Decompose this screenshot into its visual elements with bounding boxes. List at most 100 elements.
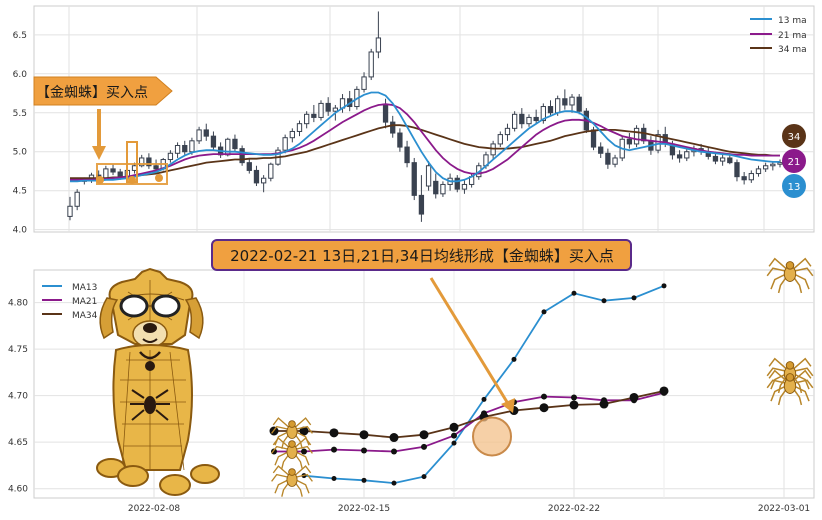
legend-34ma-label: 34 ma xyxy=(778,45,807,55)
ma-line-panel: 4.60 4.65 4.70 4.75 4.80 2022-02-08 2022-02-1… xyxy=(8,257,815,514)
bottom-ma21-point xyxy=(301,448,307,455)
bottom-ma34-point xyxy=(629,392,639,402)
candle xyxy=(239,145,245,166)
candle xyxy=(74,189,80,211)
middle-callout-box xyxy=(211,239,632,271)
bottom-ma34-point xyxy=(539,403,549,413)
bottom-ma21-point xyxy=(391,448,397,455)
badge-13-label: 13 xyxy=(788,182,801,193)
candle xyxy=(411,157,417,201)
top-ma13-line xyxy=(70,91,780,183)
bottom-ma34-point xyxy=(359,430,369,440)
top-y-tick-label: 5.5 xyxy=(13,109,27,119)
banner-label: 【金蜘蛛】买入点 xyxy=(36,85,148,101)
candle xyxy=(719,154,726,166)
bottom-y-tick-label: 4.80 xyxy=(8,299,28,309)
candle xyxy=(576,94,582,115)
bottom-ma21-point xyxy=(451,432,457,439)
candle xyxy=(612,154,618,168)
top-ma-lines xyxy=(70,91,780,183)
candle xyxy=(734,159,740,182)
golden-spider-icon xyxy=(271,417,313,449)
bottom-ma13-point xyxy=(361,477,367,483)
bottom-ma13-point xyxy=(601,298,607,304)
buy-point-arrow-shaft xyxy=(429,277,509,403)
bottom-ma13-point xyxy=(661,283,667,289)
bottom-ma34-point xyxy=(569,400,579,410)
candle xyxy=(755,165,762,177)
bottom-ma34-point xyxy=(419,430,429,440)
candle xyxy=(146,153,152,169)
candle xyxy=(167,150,174,163)
candle xyxy=(253,165,260,187)
badge-13 xyxy=(782,174,806,198)
buy-point-banner: 【金蜘蛛】买入点 xyxy=(33,76,173,106)
candle xyxy=(519,108,525,129)
golden-spider-icon xyxy=(766,369,814,406)
candle xyxy=(311,104,317,123)
candle xyxy=(260,175,267,193)
candle xyxy=(182,140,188,155)
spider-dog-mascot-icon xyxy=(96,267,220,496)
bottom-ma13-point xyxy=(631,295,637,301)
bottom-y-tick-label: 4.60 xyxy=(8,485,28,495)
buy-point-pointer xyxy=(92,109,106,160)
candle xyxy=(318,100,324,121)
candle xyxy=(540,103,546,124)
candle xyxy=(605,148,611,169)
golden-spider-icon xyxy=(766,257,814,294)
bottom-ma13-point xyxy=(541,309,547,315)
candle xyxy=(361,72,367,93)
badge-34-label: 34 xyxy=(788,132,801,143)
golden-spider-icon xyxy=(271,437,313,469)
candle xyxy=(763,162,769,172)
legend-ma13-label: MA13 xyxy=(72,283,97,293)
bottom-ma34-point xyxy=(599,399,609,409)
legend-13ma-label: 13 ma xyxy=(778,16,807,26)
middle-callout: 2022-02-21 13日,21日,34日均线形成【金蜘蛛】买入点 xyxy=(211,239,632,271)
candle xyxy=(110,164,116,176)
bottom-x-tick-label: 2022-02-08 xyxy=(128,504,181,514)
candle xyxy=(390,115,396,138)
candle xyxy=(633,125,640,148)
bottom-ma34-point xyxy=(659,386,669,396)
bottom-ma34-point xyxy=(329,428,339,438)
candle xyxy=(282,134,288,154)
candle xyxy=(325,97,331,116)
badge-21 xyxy=(782,149,806,173)
top-y-tick-label: 6.5 xyxy=(13,31,27,41)
bottom-x-tick-label: 2022-03-01 xyxy=(758,504,810,514)
candle xyxy=(304,111,310,129)
candle xyxy=(296,120,303,137)
legend-21ma-label: 21 ma xyxy=(778,31,807,41)
candle xyxy=(569,94,575,113)
candle xyxy=(174,142,181,158)
candle xyxy=(504,123,511,141)
bottom-ma34-point xyxy=(299,426,309,436)
candle xyxy=(210,131,217,151)
bottom-legend: MA13 MA21 MA34 xyxy=(42,283,98,321)
bottom-x-ticks: 2022-02-08 2022-02-15 2022-02-22 2022-03-01 xyxy=(128,504,810,514)
bottom-ma34-point xyxy=(389,433,399,443)
bottom-ma21-point xyxy=(331,446,337,453)
bottom-ma21-point xyxy=(541,393,547,400)
candle xyxy=(748,170,754,183)
candle xyxy=(676,150,683,163)
bottom-ma34-line xyxy=(274,390,665,439)
bottom-y-tick-label: 4.75 xyxy=(8,345,28,355)
buy-point-circle xyxy=(472,416,512,457)
buy-point-marker xyxy=(429,277,515,457)
banner-arrow-shape xyxy=(33,76,173,106)
candle xyxy=(684,148,690,162)
legend-ma21-label: MA21 xyxy=(72,297,97,307)
ma-badges: 34 21 13 xyxy=(782,124,806,198)
bottom-ma13-point xyxy=(421,474,427,480)
candle xyxy=(375,11,382,59)
top-y-tick-label: 6.0 xyxy=(13,70,28,80)
candlestick-panel: 4.0 4.5 5.0 5.5 6.0 6.5 13 ma 21 ma 34 ma 【金蜘… xyxy=(13,5,815,236)
top-plot-frame xyxy=(33,5,815,233)
badge-34 xyxy=(782,124,806,148)
badge-21-label: 21 xyxy=(788,157,801,168)
highlight-boxes xyxy=(96,141,168,185)
candle xyxy=(425,161,432,191)
